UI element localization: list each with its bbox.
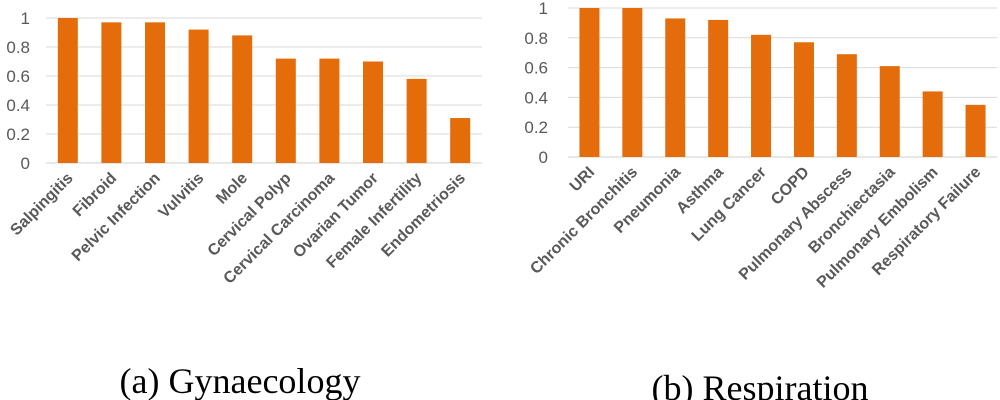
y-tick-label-gynaecology: 0.4 <box>6 96 30 115</box>
bar-respiration <box>622 8 643 157</box>
bar-respiration <box>793 42 814 157</box>
bar-gynaecology <box>145 22 165 163</box>
y-tick-label-respiration: 0.4 <box>524 88 548 107</box>
bar-respiration <box>879 66 900 157</box>
bar-respiration <box>836 54 857 157</box>
y-tick-label-gynaecology: 0.8 <box>6 38 30 57</box>
category-label-gynaecology: Vulvitis <box>156 170 208 222</box>
y-tick-label-respiration: 1 <box>539 0 548 18</box>
caption-respiration: (b) Respiration <box>652 368 869 400</box>
y-tick-label-respiration: 0 <box>539 148 548 167</box>
bar-respiration <box>579 8 600 157</box>
caption-gynaecology: (a) Gynaecology <box>120 361 361 400</box>
category-label-respiration: Lung Cancer <box>689 164 770 245</box>
bar-gynaecology <box>450 118 471 163</box>
y-tick-label-respiration: 0.2 <box>524 118 548 137</box>
bar-gynaecology <box>57 18 78 163</box>
category-label-gynaecology: Salpingitis <box>7 170 76 239</box>
category-label-gynaecology: Mole <box>213 170 251 208</box>
category-label-respiration: URI <box>567 164 599 196</box>
bar-gynaecology <box>188 29 209 163</box>
bar-gynaecology <box>363 61 383 163</box>
y-tick-label-gynaecology: 0.6 <box>6 67 30 86</box>
y-tick-label-respiration: 0.6 <box>524 59 548 78</box>
bar-gynaecology <box>406 78 427 163</box>
y-tick-label-gynaecology: 0.2 <box>6 125 30 144</box>
bar-gynaecology <box>275 58 296 163</box>
y-tick-label-respiration: 0.8 <box>524 29 548 48</box>
bar-respiration <box>751 34 772 157</box>
bar-gynaecology <box>319 58 340 163</box>
bar-respiration <box>708 19 729 158</box>
y-tick-label-gynaecology: 0 <box>21 154 30 173</box>
bar-gynaecology <box>232 35 253 163</box>
bar-respiration <box>922 91 943 157</box>
bar-respiration <box>665 18 686 158</box>
bar-respiration <box>965 104 986 157</box>
y-tick-label-gynaecology: 1 <box>21 9 30 28</box>
bar-gynaecology <box>101 22 122 163</box>
